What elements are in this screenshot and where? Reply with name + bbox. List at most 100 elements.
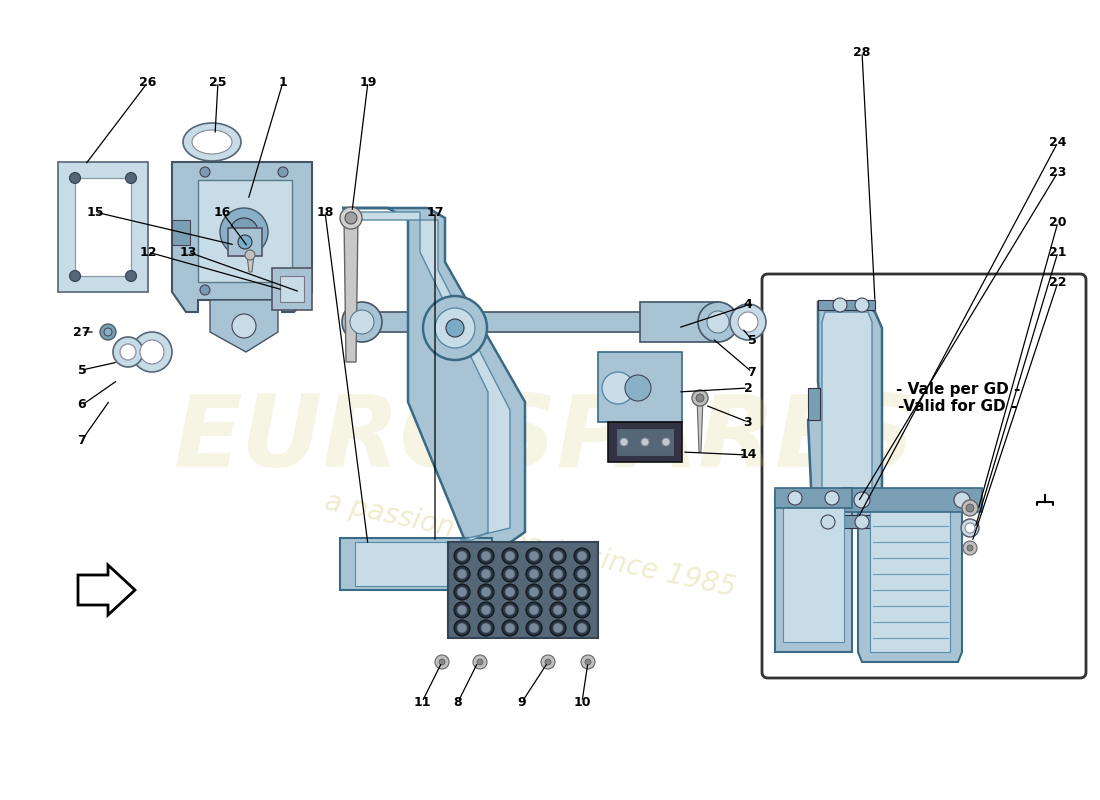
Polygon shape	[783, 502, 844, 642]
Text: 5: 5	[748, 334, 757, 346]
Circle shape	[962, 541, 977, 555]
Circle shape	[585, 659, 591, 665]
Circle shape	[505, 605, 515, 615]
Circle shape	[541, 655, 556, 669]
Circle shape	[966, 504, 974, 512]
Polygon shape	[697, 398, 703, 452]
Text: 20: 20	[1049, 215, 1067, 229]
Circle shape	[120, 344, 136, 360]
Polygon shape	[842, 488, 982, 512]
Circle shape	[529, 551, 539, 561]
Polygon shape	[280, 276, 304, 302]
Circle shape	[550, 602, 566, 618]
Circle shape	[439, 659, 446, 665]
Circle shape	[478, 620, 494, 636]
Circle shape	[456, 605, 468, 615]
Text: - Vale per GD -
-Valid for GD -: - Vale per GD - -Valid for GD -	[895, 382, 1020, 414]
Text: 25: 25	[209, 75, 227, 89]
Polygon shape	[360, 212, 510, 540]
Polygon shape	[640, 302, 718, 342]
Text: 1: 1	[278, 75, 287, 89]
Circle shape	[553, 587, 563, 597]
Circle shape	[574, 548, 590, 564]
Circle shape	[125, 173, 136, 183]
Circle shape	[342, 302, 382, 342]
Circle shape	[340, 207, 362, 229]
Circle shape	[662, 438, 670, 446]
Circle shape	[526, 566, 542, 582]
Text: 4: 4	[744, 298, 752, 311]
Circle shape	[345, 212, 358, 224]
Circle shape	[454, 548, 470, 564]
Circle shape	[553, 551, 563, 561]
Circle shape	[553, 623, 563, 633]
Polygon shape	[616, 428, 674, 456]
Circle shape	[200, 167, 210, 177]
Ellipse shape	[192, 130, 232, 154]
Circle shape	[526, 620, 542, 636]
Circle shape	[529, 587, 539, 597]
Text: 10: 10	[573, 695, 591, 709]
Polygon shape	[608, 422, 682, 462]
Circle shape	[69, 270, 80, 282]
Circle shape	[550, 566, 566, 582]
Circle shape	[505, 551, 515, 561]
Polygon shape	[172, 162, 312, 312]
Polygon shape	[448, 542, 598, 638]
Circle shape	[481, 623, 491, 633]
Circle shape	[69, 173, 80, 183]
Text: 24: 24	[1049, 135, 1067, 149]
Polygon shape	[776, 492, 853, 652]
Circle shape	[477, 659, 483, 665]
Circle shape	[478, 548, 494, 564]
Polygon shape	[870, 502, 950, 652]
Circle shape	[456, 551, 468, 561]
Circle shape	[578, 623, 587, 633]
Polygon shape	[598, 352, 682, 422]
Circle shape	[238, 235, 252, 249]
Circle shape	[574, 620, 590, 636]
Text: 9: 9	[518, 695, 526, 709]
Circle shape	[104, 328, 112, 336]
Circle shape	[855, 515, 869, 529]
Text: 19: 19	[360, 75, 376, 89]
Polygon shape	[344, 218, 358, 362]
Circle shape	[232, 314, 256, 338]
Circle shape	[967, 545, 974, 551]
Text: 21: 21	[1049, 246, 1067, 258]
Circle shape	[550, 584, 566, 600]
Text: 28: 28	[854, 46, 871, 58]
Circle shape	[454, 620, 470, 636]
Polygon shape	[58, 162, 148, 292]
Circle shape	[738, 312, 758, 332]
Text: 23: 23	[1049, 166, 1067, 178]
Circle shape	[526, 602, 542, 618]
Text: 15: 15	[86, 206, 103, 218]
Polygon shape	[808, 388, 820, 420]
Circle shape	[113, 337, 143, 367]
Text: 7: 7	[748, 366, 757, 378]
Circle shape	[454, 566, 470, 582]
Polygon shape	[248, 255, 254, 272]
Polygon shape	[75, 178, 131, 276]
Circle shape	[478, 566, 494, 582]
Circle shape	[578, 569, 587, 579]
Circle shape	[855, 298, 869, 312]
Text: 17: 17	[427, 206, 443, 218]
Polygon shape	[228, 228, 262, 256]
Circle shape	[434, 308, 475, 348]
Circle shape	[424, 296, 487, 360]
Polygon shape	[818, 300, 874, 310]
Circle shape	[854, 492, 870, 508]
Circle shape	[132, 332, 172, 372]
Circle shape	[454, 584, 470, 600]
Circle shape	[454, 602, 470, 618]
Text: 8: 8	[453, 695, 462, 709]
Text: 5: 5	[78, 363, 87, 377]
Circle shape	[529, 623, 539, 633]
Circle shape	[553, 569, 563, 579]
Polygon shape	[822, 312, 872, 512]
Circle shape	[825, 491, 839, 505]
Circle shape	[578, 605, 587, 615]
Circle shape	[962, 500, 978, 516]
